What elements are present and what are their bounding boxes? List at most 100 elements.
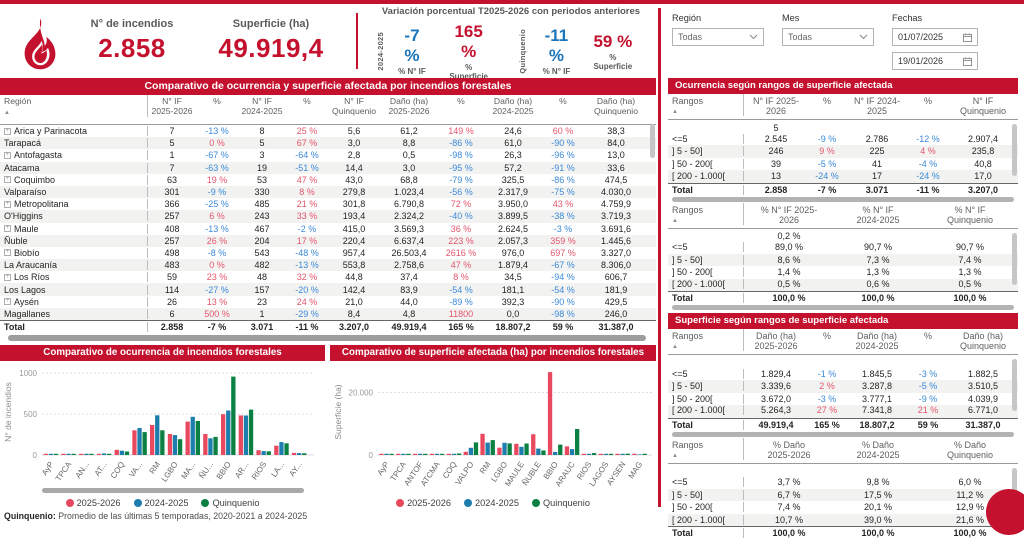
horizontal-scrollbar[interactable]: [672, 305, 1014, 310]
vertical-scrollbar[interactable]: [1012, 232, 1017, 285]
bar[interactable]: [524, 443, 529, 456]
bar[interactable]: [256, 450, 261, 455]
table-row[interactable]: Valparaíso 301 -9 % 330 8 % 279,8 1.023,4 -56 %…: [0, 185, 656, 199]
bar[interactable]: [625, 453, 630, 455]
bar[interactable]: [615, 453, 620, 455]
table-row[interactable]: Atacama 7 -63 % 19 -51 % 14,4 3,0 -95 % 57,2 -91 …: [0, 161, 656, 174]
expand-icon[interactable]: +: [4, 127, 11, 135]
floating-action-button[interactable]: [986, 489, 1024, 535]
sort-ascending-icon[interactable]: ▲: [672, 217, 678, 224]
bar[interactable]: [208, 438, 213, 455]
bar[interactable]: [53, 453, 59, 455]
bar[interactable]: [177, 439, 183, 455]
bar[interactable]: [591, 453, 597, 455]
bar[interactable]: [514, 443, 519, 455]
bar[interactable]: [575, 429, 580, 455]
bar[interactable]: [155, 415, 160, 455]
table-row[interactable]: [ 200 - 1.000[5.264,3 27 % 7.341,8 21 % 6.77…: [668, 405, 1018, 418]
bar[interactable]: [497, 447, 502, 455]
bar[interactable]: [84, 453, 89, 455]
bar[interactable]: [440, 453, 445, 455]
bar[interactable]: [480, 433, 485, 455]
bar[interactable]: [637, 454, 642, 455]
bar[interactable]: [396, 453, 401, 455]
bar[interactable]: [468, 447, 473, 455]
table-row[interactable]: + Metropolitana 366 -25 % 485 21 % 301,8 6.790,…: [0, 198, 656, 210]
bar[interactable]: [89, 453, 94, 455]
bar[interactable]: [160, 430, 165, 455]
bar[interactable]: [231, 376, 236, 455]
expand-icon[interactable]: +: [4, 249, 11, 257]
expand-icon[interactable]: +: [4, 176, 11, 184]
bar[interactable]: [569, 449, 575, 455]
vertical-scrollbar[interactable]: [650, 124, 655, 158]
bar[interactable]: [379, 453, 384, 455]
vertical-scrollbar[interactable]: [1012, 124, 1017, 176]
table-row[interactable]: [ 200 - 1.000[0,5 % 0,6 % 0,5 %: [668, 278, 1018, 291]
legend-item[interactable]: 2024-2025: [464, 498, 519, 508]
bar[interactable]: [132, 430, 137, 455]
bar[interactable]: [564, 446, 570, 455]
table-row[interactable]: Magallanes 6 500 % 1 -29 % 8,4 4,8 11800 0,0 -98 …: [0, 307, 656, 320]
bar[interactable]: [119, 450, 124, 455]
expand-icon[interactable]: +: [4, 225, 11, 233]
bar[interactable]: [412, 453, 418, 455]
bar[interactable]: [389, 453, 394, 455]
table-row[interactable]: ] 5 - 50] 6,7 % 17,5 % 11,2 %: [668, 488, 1018, 501]
bar[interactable]: [642, 453, 647, 455]
bar[interactable]: [456, 453, 462, 456]
table-row[interactable]: ] 5 - 50] 246 9 % 225 4 % 235,8: [668, 145, 1018, 158]
bar[interactable]: [581, 453, 586, 455]
bar[interactable]: [279, 442, 284, 455]
expand-icon[interactable]: +: [4, 200, 11, 208]
bar[interactable]: [71, 453, 76, 455]
legend-item[interactable]: 2024-2025: [133, 498, 188, 508]
bar[interactable]: [429, 453, 435, 455]
table-row[interactable]: ] 50 - 200[3.672,0 -3 % 3.777,1 -9 % 4.039,9: [668, 393, 1018, 406]
bar[interactable]: [185, 421, 190, 455]
bar[interactable]: [221, 414, 226, 455]
bar[interactable]: [124, 451, 130, 456]
bar[interactable]: [195, 421, 200, 455]
horizontal-scrollbar[interactable]: [672, 431, 1014, 437]
bar[interactable]: [190, 416, 195, 455]
bar[interactable]: [434, 453, 440, 455]
bar[interactable]: [406, 453, 411, 455]
bar[interactable]: [248, 409, 254, 455]
occurrence-bar-chart[interactable]: N° de incendios 0 500 1000 AyP TPCA AN... AT...…: [0, 361, 325, 500]
table-row[interactable]: 5: [668, 120, 1018, 133]
legend-item[interactable]: 2025-2026: [396, 498, 451, 508]
bar[interactable]: [603, 453, 608, 455]
surface-bar-chart[interactable]: Superficie (ha) 0 20.000 AyP TPCA ANTOF ATCMA C…: [330, 361, 656, 500]
bar[interactable]: [418, 453, 423, 455]
bar[interactable]: [167, 434, 173, 455]
bar[interactable]: [137, 428, 142, 455]
bar[interactable]: [48, 453, 53, 455]
legend-item[interactable]: Quinquenio: [201, 498, 259, 508]
bar[interactable]: [423, 453, 428, 455]
bar[interactable]: [608, 453, 614, 455]
bar[interactable]: [473, 442, 479, 455]
bar[interactable]: [150, 425, 155, 455]
bar[interactable]: [43, 453, 48, 455]
table-row[interactable]: [668, 464, 1018, 477]
bar[interactable]: [558, 444, 563, 455]
bar[interactable]: [401, 453, 406, 455]
bar[interactable]: [142, 432, 147, 455]
bar[interactable]: [620, 453, 625, 455]
bar[interactable]: [536, 448, 541, 455]
region-dropdown[interactable]: Todas: [672, 28, 764, 46]
table-total-row[interactable]: Total 2.858 -7 % 3.071 -11 % 3.207,0 49.919,4 1…: [0, 320, 656, 333]
table-row[interactable]: + Aysén 26 13 % 23 24 % 21,0 44,0 -89 % 392,3 -90 …: [0, 296, 656, 308]
bar[interactable]: [485, 442, 490, 455]
bar[interactable]: [451, 453, 457, 455]
sort-ascending-icon[interactable]: ▲: [672, 452, 678, 459]
bar[interactable]: [213, 436, 218, 455]
vertical-scrollbar[interactable]: [1012, 359, 1017, 411]
table-row[interactable]: Tarapacá 5 0 % 5 67 % 3,0 8,8 -86 % 61,0 -90 % 84,…: [0, 137, 656, 150]
sort-ascending-icon[interactable]: ▲: [672, 344, 678, 351]
date-from-input[interactable]: 01/07/2025: [892, 28, 978, 46]
bar[interactable]: [96, 453, 102, 455]
table-row[interactable]: La Araucanía 483 0 % 482 -13 % 553,8 2.758,6 47…: [0, 259, 656, 272]
bar[interactable]: [66, 453, 71, 455]
